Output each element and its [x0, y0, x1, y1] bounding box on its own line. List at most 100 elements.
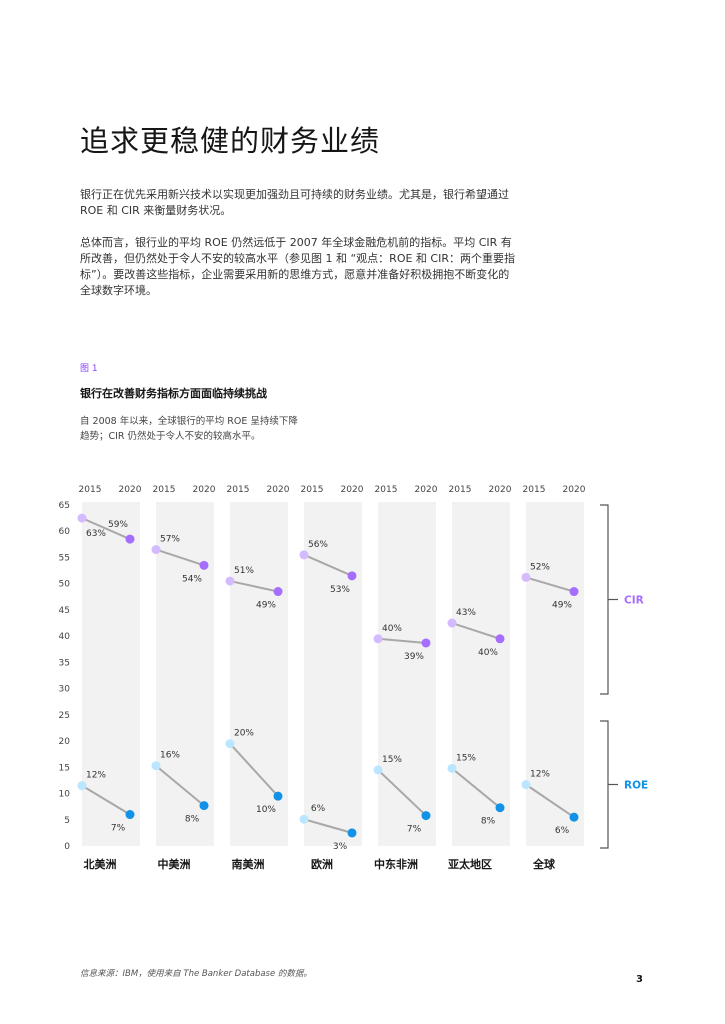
cir-label-start: 56%: [308, 540, 328, 550]
y-tick-label: 60: [59, 527, 71, 537]
cir-point-end: [421, 638, 431, 648]
cir-series-label: CIR: [624, 595, 644, 607]
y-tick-label: 65: [59, 501, 70, 511]
region-band: [230, 502, 288, 846]
y-tick-label: 10: [59, 790, 71, 800]
cir-point-end: [569, 587, 579, 597]
roe-point-start: [225, 739, 235, 749]
roe-label-start: 12%: [86, 771, 106, 781]
page-title: 追求更稳健的财务业绩: [80, 124, 381, 158]
roe-label-end: 8%: [185, 815, 200, 825]
cir-label-end: 53%: [330, 585, 350, 595]
region-label: 欧洲: [311, 857, 333, 871]
cir-label-end: 40%: [478, 648, 498, 658]
y-tick-label: 35: [59, 658, 70, 668]
year-label-start: 2015: [153, 485, 176, 495]
roe-point-end: [199, 801, 209, 811]
roe-label-start: 16%: [160, 751, 180, 761]
y-tick-label: 5: [64, 816, 70, 826]
year-label-end: 2020: [415, 485, 438, 495]
cir-point-start: [373, 634, 383, 644]
year-label-start: 2015: [79, 485, 102, 495]
roe-series-label: ROE: [624, 780, 648, 792]
roe-slope-line: [303, 818, 353, 834]
cir-slope-line: [229, 580, 279, 593]
roe-label-start: 12%: [530, 770, 550, 780]
roe-point-start: [521, 780, 531, 790]
figure-subtitle: 自 2008 年以来，全球银行的平均 ROE 呈持续下降趋势；CIR 仍然处于令…: [80, 416, 298, 442]
cir-label-start: 52%: [530, 562, 550, 572]
cir-point-end: [495, 634, 505, 644]
cir-point-start: [151, 545, 161, 555]
roe-label-start: 6%: [311, 804, 326, 814]
y-tick-label: 40: [59, 632, 71, 642]
cir-label-end: 49%: [552, 601, 572, 611]
year-label-start: 2015: [375, 485, 398, 495]
cir-point-end: [125, 534, 135, 544]
y-tick-label: 55: [59, 553, 70, 563]
roe-point-end: [347, 828, 357, 838]
roe-point-start: [373, 765, 383, 775]
slope-chart: 0 5 10 15 20 25 30 35 40 45 50 55 60 65 2015 2020 北美洲 201…: [59, 485, 649, 871]
roe-point-start: [299, 814, 309, 824]
cir-label-start: 43%: [456, 608, 476, 618]
roe-point-end: [495, 803, 505, 813]
roe-slope-line: [81, 784, 131, 816]
y-tick-label: 25: [59, 711, 70, 721]
roe-slope-line: [377, 769, 427, 817]
roe-point-end: [125, 810, 135, 820]
roe-point-start: [447, 763, 457, 773]
year-label-end: 2020: [119, 485, 142, 495]
roe-label-end: 8%: [481, 817, 496, 827]
cir-label-start: 40%: [382, 624, 402, 634]
cir-slope-line: [303, 553, 353, 577]
page-number: 3: [636, 974, 643, 985]
year-label-end: 2020: [341, 485, 364, 495]
year-label-start: 2015: [301, 485, 324, 495]
region-band: [378, 502, 436, 846]
cir-label-start: 63%: [86, 529, 106, 539]
roe-slope-line: [229, 743, 279, 797]
roe-label-start: 15%: [382, 755, 402, 765]
region-label: 北美洲: [84, 857, 117, 871]
roe-point-start: [77, 781, 87, 791]
cir-slope-line: [377, 637, 427, 644]
intro-paragraph: 银行正在优先采用新兴技术以实现更加强劲且可持续的财务业绩。尤其是，银行希望通过 …: [80, 188, 509, 217]
roe-label-start: 20%: [234, 729, 254, 739]
roe-label-end: 3%: [333, 842, 348, 852]
roe-point-end: [273, 791, 283, 801]
cir-point-start: [77, 513, 87, 523]
y-tick-label: 45: [59, 606, 70, 616]
y-tick-label: 50: [59, 580, 71, 590]
roe-bracket: [600, 720, 609, 849]
roe-point-end: [421, 811, 431, 821]
body-paragraph: 总体而言，银行业的平均 ROE 仍然远低于 2007 年全球金融危机前的指标。平…: [80, 236, 515, 297]
roe-slope-line: [451, 767, 501, 809]
region-band: [156, 502, 214, 846]
roe-point-end: [569, 812, 579, 822]
cir-point-end: [199, 560, 209, 570]
year-label-end: 2020: [563, 485, 586, 495]
cir-bracket: [600, 504, 609, 695]
source-note: 信息来源：IBM，使用来自 The Banker Database 的数据。: [80, 969, 312, 979]
roe-label-end: 6%: [555, 826, 570, 836]
region-label: 亚太地区: [448, 857, 492, 871]
roe-label-end: 10%: [256, 805, 276, 815]
year-label-end: 2020: [267, 485, 290, 495]
cir-label-end: 59%: [108, 520, 128, 530]
y-tick-label: 30: [59, 685, 71, 695]
roe-label-start: 15%: [456, 753, 476, 763]
cir-point-start: [521, 572, 531, 582]
cir-slope-line: [81, 517, 131, 541]
year-label-end: 2020: [193, 485, 216, 495]
region-label: 全球: [532, 857, 556, 871]
roe-slope-line: [525, 783, 575, 818]
cir-label-end: 49%: [256, 601, 276, 611]
roe-point-start: [151, 761, 161, 771]
region-label: 中东非洲: [374, 857, 418, 871]
cir-label-end: 54%: [182, 574, 202, 584]
year-label-start: 2015: [227, 485, 250, 495]
cir-point-start: [447, 618, 457, 628]
cir-point-end: [273, 587, 283, 597]
y-tick-label: 20: [59, 737, 71, 747]
